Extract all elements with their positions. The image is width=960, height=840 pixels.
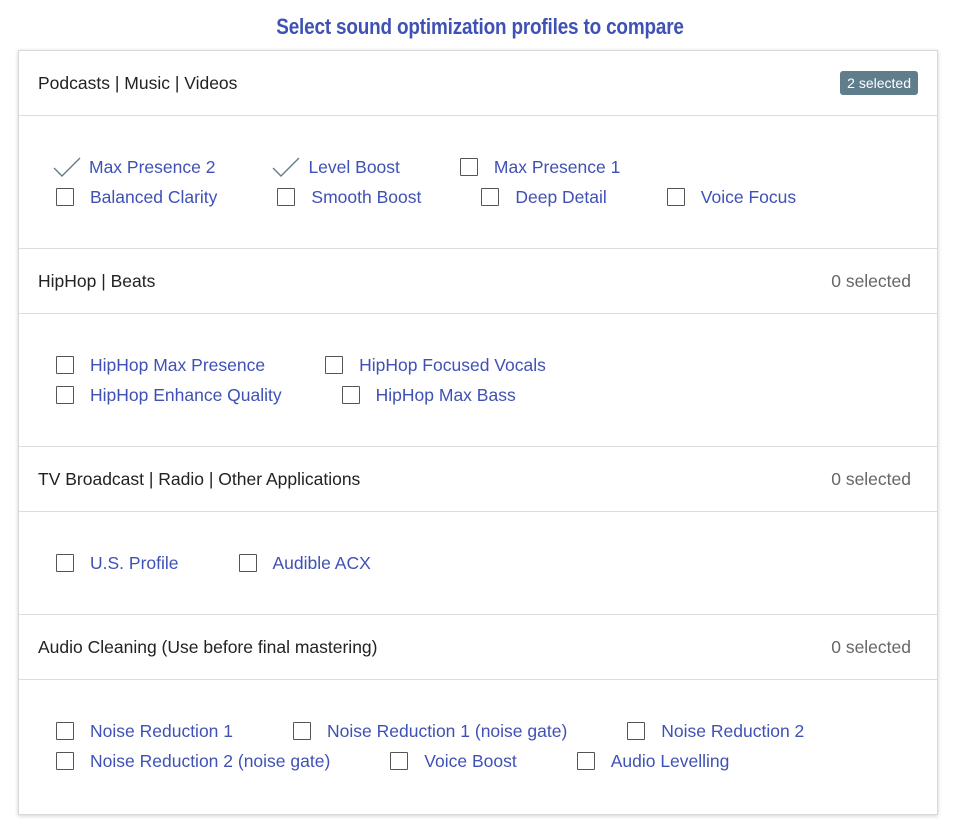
profile-checkbox-option[interactable]: Noise Reduction 2 — [627, 721, 804, 742]
option-label: Noise Reduction 2 — [661, 720, 805, 741]
checkbox[interactable] — [666, 188, 685, 206]
section-title: Audio Cleaning (Use before final masteri… — [38, 636, 378, 657]
section-options: Noise Reduction 1 Noise Reduction 1 (nois… — [19, 680, 937, 814]
option-label: Deep Detail — [515, 186, 607, 207]
option-label: Audio Levelling — [610, 750, 730, 771]
checkbox[interactable] — [238, 554, 257, 572]
option-label: Noise Reduction 1 — [90, 720, 233, 741]
checkbox[interactable] — [56, 722, 74, 740]
section-title: TV Broadcast | Radio | Other Application… — [38, 468, 361, 489]
option-label: U.S. Profile — [90, 552, 179, 573]
section-title: Podcasts | Music | Videos — [38, 72, 238, 93]
option-label: Level Boost — [308, 156, 400, 177]
options-row: HipHop Max Presence HipHop Focused Vocals — [56, 350, 937, 380]
profile-section: TV Broadcast | Radio | Other Application… — [19, 447, 937, 615]
option-label: HipHop Max Presence — [90, 354, 266, 375]
option-label: Smooth Boost — [311, 186, 422, 207]
checkbox[interactable] — [56, 188, 74, 206]
checkmark-icon[interactable] — [52, 156, 82, 178]
option-label: Noise Reduction 1 (noise gate) — [327, 720, 568, 741]
option-label: Voice Focus — [700, 186, 797, 207]
option-label: Audible ACX — [272, 552, 371, 573]
profile-checkbox-option[interactable]: Voice Focus — [666, 186, 797, 208]
selected-count-badge: 0 selected — [831, 636, 911, 657]
checkbox[interactable] — [56, 752, 74, 770]
profile-checkbox-option[interactable]: Deep Detail — [481, 186, 607, 208]
profile-checkbox-option[interactable]: Audible ACX — [238, 552, 371, 574]
profile-checkbox-option[interactable]: Voice Boost — [390, 750, 517, 772]
options-row: Max Presence 2 Level Boost Max Presence 1 — [53, 152, 937, 182]
profile-checkbox-option[interactable]: Noise Reduction 1 — [56, 721, 233, 742]
checkbox[interactable] — [56, 356, 74, 374]
section-header[interactable]: Audio Cleaning (Use before final masteri… — [19, 615, 937, 680]
profile-checkbox-option[interactable]: Smooth Boost — [277, 187, 421, 208]
profile-checkbox-option[interactable]: HipHop Max Presence — [56, 355, 265, 376]
options-row: HipHop Enhance Quality HipHop Max Bass — [56, 380, 937, 410]
section-header[interactable]: Podcasts | Music | Videos 2 selected — [19, 51, 937, 116]
checkbox[interactable] — [341, 386, 360, 404]
checkbox[interactable] — [576, 752, 595, 770]
profile-selection-card: Podcasts | Music | Videos 2 selected Max … — [18, 50, 938, 815]
option-label: Voice Boost — [424, 750, 517, 771]
section-header[interactable]: HipHop | Beats 0 selected — [19, 249, 937, 314]
option-label: Balanced Clarity — [90, 186, 218, 207]
profile-checkbox-option[interactable]: Audio Levelling — [576, 750, 730, 772]
checkbox[interactable] — [459, 158, 478, 176]
checkmark-icon[interactable] — [271, 156, 301, 178]
checkbox[interactable] — [56, 386, 74, 404]
checkbox[interactable] — [293, 722, 311, 740]
checkbox[interactable] — [277, 188, 296, 206]
option-label: Noise Reduction 2 (noise gate) — [90, 750, 331, 771]
selected-count-badge: 2 selected — [840, 71, 918, 95]
section-header[interactable]: TV Broadcast | Radio | Other Application… — [19, 447, 937, 512]
option-label: HipHop Enhance Quality — [90, 384, 282, 405]
selected-count-badge: 0 selected — [831, 270, 911, 291]
checkbox[interactable] — [56, 554, 74, 572]
profile-checkbox-option[interactable]: HipHop Max Bass — [341, 384, 516, 406]
selected-count-badge: 0 selected — [831, 468, 911, 489]
option-label: HipHop Focused Vocals — [359, 354, 546, 375]
profile-checkbox-option[interactable]: Level Boost — [272, 156, 400, 178]
section-title: HipHop | Beats — [38, 270, 156, 291]
checkbox[interactable] — [325, 356, 344, 374]
profile-checkbox-option[interactable]: Max Presence 2 — [53, 156, 216, 178]
section-options: HipHop Max Presence HipHop Focused Vocals… — [19, 314, 937, 447]
options-row: Balanced Clarity Smooth Boost Deep Detail V… — [56, 182, 937, 212]
profile-section: Podcasts | Music | Videos 2 selected Max … — [19, 51, 937, 249]
checkbox[interactable] — [390, 752, 409, 770]
options-row: U.S. Profile Audible ACX — [56, 548, 937, 578]
profile-checkbox-option[interactable]: Max Presence 1 — [459, 156, 621, 178]
profile-checkbox-option[interactable]: Balanced Clarity — [56, 187, 217, 208]
options-row: Noise Reduction 1 Noise Reduction 1 (nois… — [56, 716, 937, 746]
page-title: Select sound optimization profiles to co… — [276, 14, 684, 39]
profile-checkbox-option[interactable]: Noise Reduction 1 (noise gate) — [293, 721, 567, 742]
profile-checkbox-option[interactable]: Noise Reduction 2 (noise gate) — [56, 751, 330, 772]
section-options: U.S. Profile Audible ACX — [19, 512, 937, 615]
profile-section: HipHop | Beats 0 selected HipHop Max Pres… — [19, 249, 937, 447]
options-row: Noise Reduction 2 (noise gate) Voice Boos… — [56, 746, 937, 776]
option-label: Max Presence 1 — [493, 156, 621, 177]
profile-checkbox-option[interactable]: HipHop Focused Vocals — [325, 355, 546, 376]
profile-checkbox-option[interactable]: U.S. Profile — [56, 553, 179, 574]
checkbox[interactable] — [627, 722, 646, 740]
profile-checkbox-option[interactable]: HipHop Enhance Quality — [56, 385, 282, 406]
checkbox[interactable] — [481, 188, 500, 206]
option-label: Max Presence 2 — [89, 156, 216, 177]
section-options: Max Presence 2 Level Boost Max Presence 1 B… — [19, 116, 937, 249]
option-label: HipHop Max Bass — [375, 384, 516, 405]
profile-section: Audio Cleaning (Use before final masteri… — [19, 615, 937, 814]
